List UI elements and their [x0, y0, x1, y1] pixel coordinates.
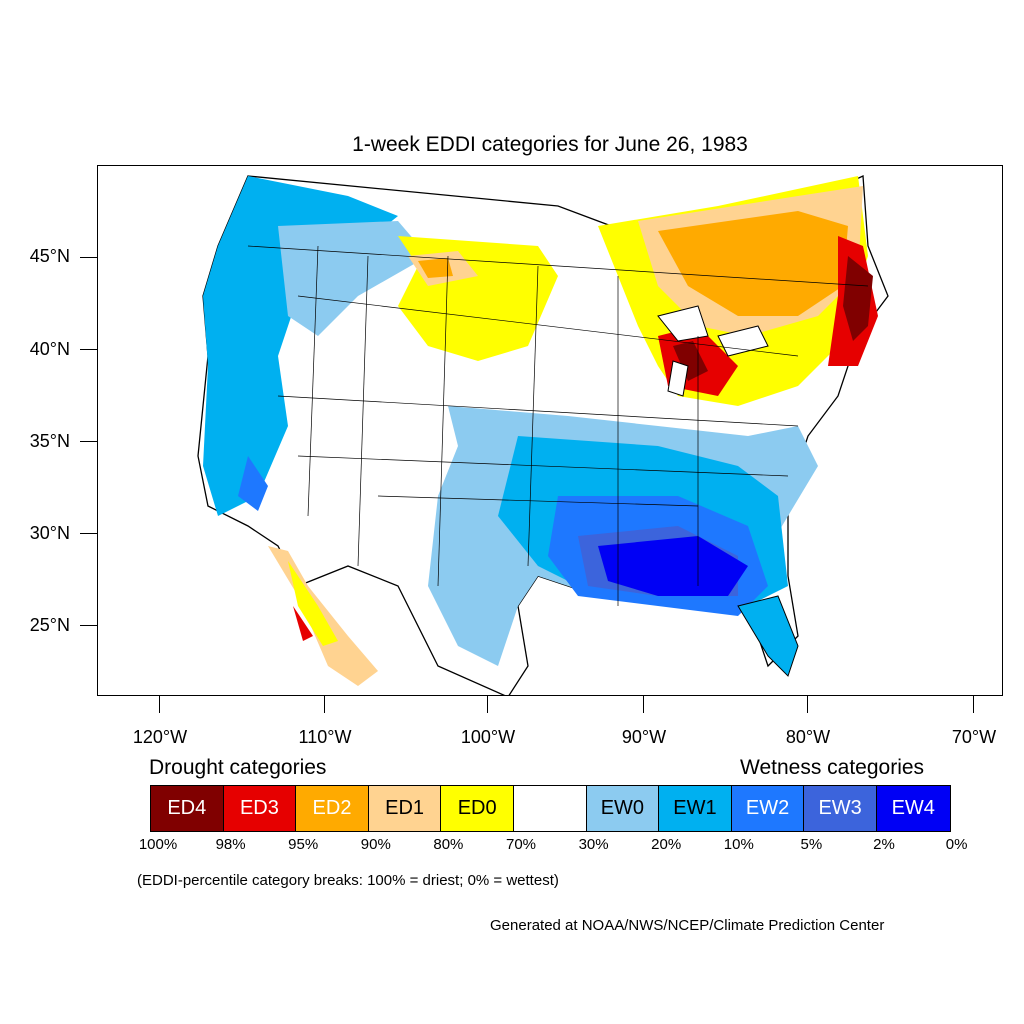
legend-cell-ew0: EW0 — [586, 786, 660, 831]
percentile-label: 95% — [288, 836, 319, 853]
wetness-heading: Wetness categories — [740, 756, 925, 779]
percentile-label: 98% — [215, 836, 246, 853]
lat-tick — [80, 625, 97, 626]
region-south-ew4 — [598, 536, 748, 596]
percentile-label: 100% — [138, 836, 178, 853]
lon-label-120: 120°W — [132, 727, 188, 747]
legend-cell-ed3: ED3 — [223, 786, 297, 831]
region-baja-ed0 — [288, 561, 338, 646]
region-west-ew1 — [203, 176, 398, 516]
lon-label-110: 110°W — [298, 727, 352, 747]
percentile-label: 20% — [651, 836, 682, 853]
region-ne-ed2 — [658, 211, 848, 316]
lon-tick — [324, 696, 325, 713]
lon-tick — [159, 696, 160, 713]
percentile-label: 5% — [800, 836, 823, 853]
lat-label-35: 35°N — [29, 431, 70, 451]
lon-tick — [487, 696, 488, 713]
lon-label-100: 100°W — [460, 727, 516, 747]
credit-text: Generated at NOAA/NWS/NCEP/Climate Predi… — [490, 917, 885, 934]
legend-cell-ew1: EW1 — [659, 786, 732, 831]
percentile-label: 70% — [505, 836, 537, 853]
legend-cell-ew3: EW3 — [804, 786, 877, 831]
state-borders — [247, 245, 869, 606]
lon-label-90: 90°W — [621, 727, 667, 747]
lat-label-45: 45°N — [29, 246, 70, 266]
percentile-label: 10% — [723, 836, 754, 853]
category-note: (EDDI-percentile category breaks: 100% =… — [137, 872, 559, 889]
legend-cell-ed1: ED1 — [368, 786, 442, 831]
region-lakes-ed4 — [673, 341, 708, 381]
florida — [737, 595, 799, 677]
lat-label-25: 25°N — [29, 615, 70, 635]
lon-tick — [643, 696, 644, 713]
lat-tick — [80, 349, 97, 350]
legend-cell-ed4: ED4 — [151, 786, 224, 831]
legend-colorbar: ED4 ED3 ED2 ED1 ED0 EW0 EW1 EW2 EW3 EW4 — [150, 785, 951, 832]
region-plains-ed2 — [418, 258, 453, 278]
lat-label-30: 30°N — [29, 523, 70, 543]
legend-cell-ew4: EW4 — [876, 786, 950, 831]
percentile-label: 2% — [873, 836, 895, 853]
map-title: 1-week EDDI categories for June 26, 1983 — [352, 133, 748, 156]
lat-tick — [80, 257, 97, 258]
percentile-label: 80% — [433, 836, 464, 853]
eddi-map — [97, 165, 1003, 696]
lat-label-40: 40°N — [29, 339, 70, 359]
lon-label-80: 80°W — [785, 727, 831, 747]
percentile-label: 0% — [945, 836, 968, 853]
region-baja-ed3 — [293, 606, 313, 641]
drought-heading: Drought categories — [149, 756, 327, 779]
region-nv-ew2 — [238, 456, 268, 511]
lat-tick — [80, 441, 97, 442]
lon-tick — [973, 696, 974, 713]
lat-tick — [80, 533, 97, 534]
legend-cell-ew2: EW2 — [731, 786, 805, 831]
legend-cell-ed0: ED0 — [441, 786, 514, 831]
lon-label-70: 70°W — [951, 727, 997, 747]
lon-tick — [807, 696, 808, 713]
percentile-label: 90% — [360, 836, 391, 853]
great-lakes — [657, 305, 769, 397]
legend-cell-ed2: ED2 — [296, 786, 369, 831]
legend-cell-neutral — [513, 786, 587, 831]
map-canvas — [197, 175, 889, 695]
percentile-label: 30% — [578, 836, 609, 853]
region-ne-ed4 — [843, 256, 873, 341]
